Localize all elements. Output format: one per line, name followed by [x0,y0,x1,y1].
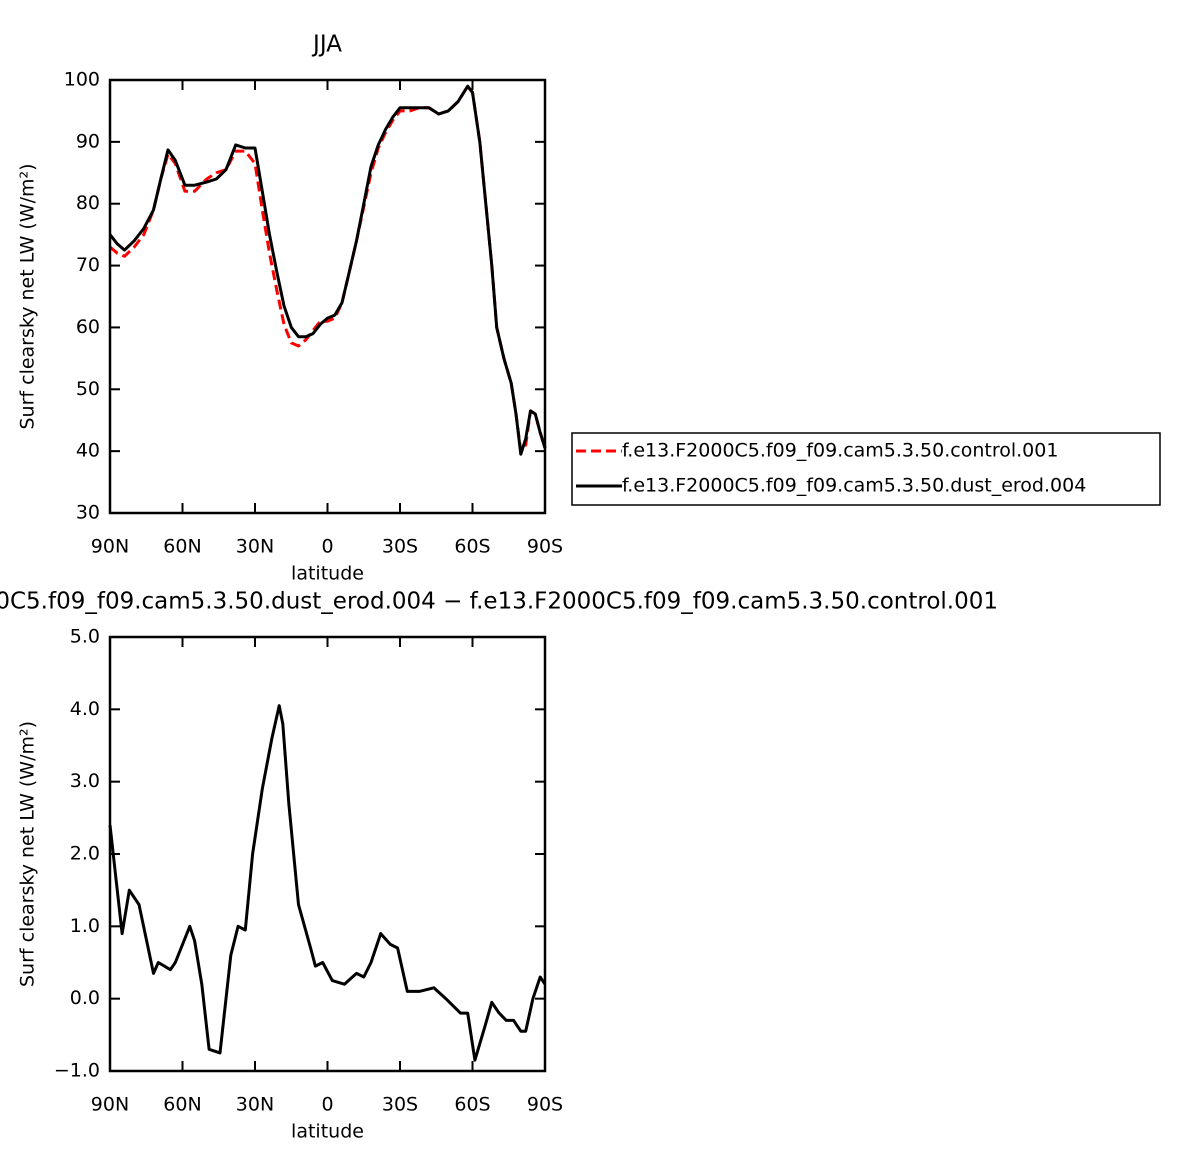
x-axis-label: latitude [291,1121,364,1143]
x-tick-label: 60N [163,1094,201,1116]
y-tick-label: 60 [76,316,100,338]
x-tick-label: 30S [382,536,418,558]
x-tick-label: 60S [454,536,490,558]
y-tick-label: 40 [76,440,100,462]
data-line [108,704,547,1062]
y-tick-label: 4.0 [70,698,100,720]
x-axis-label: latitude [291,563,364,585]
y-tick-label: 90 [76,130,100,152]
plot-frame [108,635,547,1073]
chart-title: f.e13.F2000C5.f09_f09.cam5.3.50.dust_ero… [0,589,998,615]
y-tick-label: 80 [76,192,100,214]
x-tick-label: 90S [527,536,563,558]
x-tick-label: 0 [321,536,333,558]
x-tick-label: 30S [382,1094,418,1116]
y-tick-label: 70 [76,254,100,276]
y-tick-label: 50 [76,378,100,400]
y-tick-label: 3.0 [70,770,100,792]
x-tick-label: 60N [163,536,201,558]
plot-frame [108,78,547,515]
x-tick-label: 90N [91,1094,129,1116]
data-line [108,84,547,456]
y-axis-label: Surf clearsky net LW (W/m²) [17,721,39,987]
y-tick-label: 2.0 [70,843,100,865]
x-tick-label: 90N [91,536,129,558]
y-tick-label: 1.0 [70,915,100,937]
x-tick-label: 60S [454,1094,490,1116]
y-tick-label: −1.0 [54,1060,100,1082]
x-tick-label: 30N [236,1094,274,1116]
legend-label: f.e13.F2000C5.f09_f09.cam5.3.50.dust_ero… [622,475,1086,497]
y-tick-label: 30 [76,502,100,524]
legend-box [571,432,1161,506]
x-tick-label: 90S [527,1094,563,1116]
y-tick-label: 100 [64,69,100,91]
y-tick-label: 0.0 [70,987,100,1009]
legend-label: f.e13.F2000C5.f09_f09.cam5.3.50.control.… [622,440,1058,462]
x-tick-label: 30N [236,536,274,558]
chart-title: JJA [311,32,342,58]
y-axis-label: Surf clearsky net LW (W/m²) [17,163,39,429]
x-tick-label: 0 [321,1094,333,1116]
y-tick-label: 5.0 [70,626,100,648]
